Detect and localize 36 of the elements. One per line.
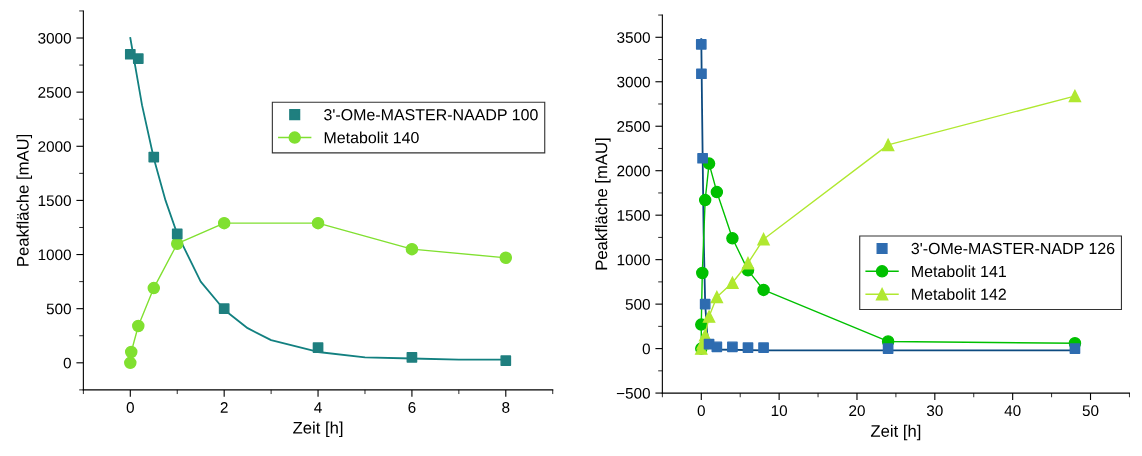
y-tick-label: −500 (616, 387, 650, 399)
legend-label: Metabolit 140 (324, 131, 419, 144)
x-tick-label: 20 (849, 405, 865, 417)
y-tick-label: 3000 (617, 76, 650, 88)
x-axis-title: Zeit [h] (870, 424, 921, 441)
y-tick-label: 0 (63, 357, 71, 369)
x-tick-label: 10 (771, 405, 788, 417)
x-tick-label: 6 (408, 402, 416, 413)
legend-label: Metabolit 141 (912, 265, 1006, 278)
y-axis-title: Peakfläche [mAU] (16, 134, 33, 266)
y-tick-label: 500 (625, 298, 650, 310)
y-tick-label: 1000 (617, 254, 650, 266)
x-tick-label: 50 (1082, 405, 1099, 417)
x-tick-label: 0 (126, 402, 134, 413)
legend-label: Metabolit 142 (912, 288, 1006, 300)
y-tick-label: 1500 (38, 195, 71, 207)
legend-label: 3'-OMe-MASTER-NAADP 100 (324, 109, 538, 121)
x-axis-title: Zeit [h] (293, 421, 343, 438)
x-tick-label: 40 (1004, 405, 1021, 417)
y-tick-label: 2000 (38, 141, 71, 152)
y-tick-label: 1500 (617, 210, 650, 221)
y-tick-label: 1000 (38, 249, 71, 261)
y-tick-label: 0 (642, 343, 650, 355)
x-tick-label: 2 (220, 402, 228, 413)
y-tick-label: 3000 (38, 32, 71, 44)
y-tick-label: 2000 (617, 165, 650, 177)
y-axis-title: Peakfläche [mAU] (595, 138, 611, 270)
x-tick-label: 4 (314, 402, 322, 413)
y-tick-label: 3500 (617, 32, 650, 43)
y-tick-label: 2500 (38, 87, 71, 98)
x-tick-label: 0 (697, 405, 705, 417)
y-tick-label: 2500 (617, 121, 650, 132)
legend-label: 3'-OMe-MASTER-NADP 126 (911, 242, 1115, 255)
x-tick-label: 30 (926, 405, 943, 417)
x-tick-label: 8 (502, 402, 510, 413)
y-tick-label: 500 (46, 303, 71, 315)
